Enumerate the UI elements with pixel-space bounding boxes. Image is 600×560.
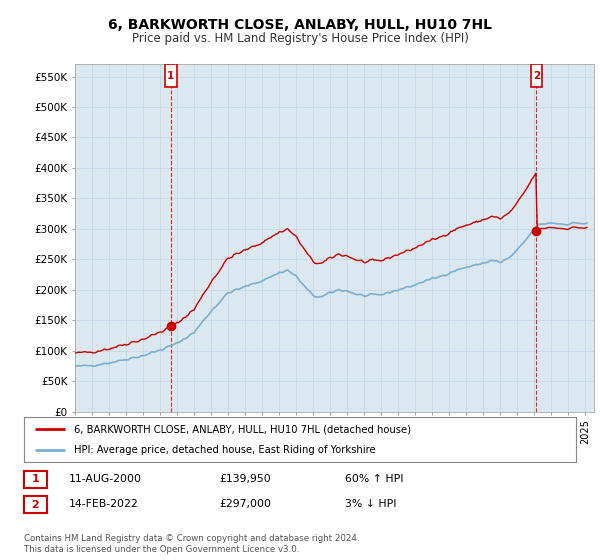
Text: HPI: Average price, detached house, East Riding of Yorkshire: HPI: Average price, detached house, East… bbox=[74, 445, 376, 455]
Text: 14-FEB-2022: 14-FEB-2022 bbox=[69, 499, 139, 509]
Text: Contains HM Land Registry data © Crown copyright and database right 2024.
This d: Contains HM Land Registry data © Crown c… bbox=[24, 534, 359, 554]
FancyBboxPatch shape bbox=[530, 64, 542, 87]
Text: 6, BARKWORTH CLOSE, ANLABY, HULL, HU10 7HL (detached house): 6, BARKWORTH CLOSE, ANLABY, HULL, HU10 7… bbox=[74, 424, 410, 435]
Text: £139,950: £139,950 bbox=[219, 474, 271, 484]
Text: 3% ↓ HPI: 3% ↓ HPI bbox=[345, 499, 397, 509]
Text: 1: 1 bbox=[167, 71, 174, 81]
Text: 60% ↑ HPI: 60% ↑ HPI bbox=[345, 474, 404, 484]
Text: Price paid vs. HM Land Registry's House Price Index (HPI): Price paid vs. HM Land Registry's House … bbox=[131, 32, 469, 45]
Text: 6, BARKWORTH CLOSE, ANLABY, HULL, HU10 7HL: 6, BARKWORTH CLOSE, ANLABY, HULL, HU10 7… bbox=[108, 18, 492, 32]
Text: £297,000: £297,000 bbox=[219, 499, 271, 509]
Text: 1: 1 bbox=[32, 474, 39, 484]
Text: 2: 2 bbox=[533, 71, 540, 81]
FancyBboxPatch shape bbox=[164, 64, 176, 87]
Text: 2: 2 bbox=[32, 500, 39, 510]
Text: 11-AUG-2000: 11-AUG-2000 bbox=[69, 474, 142, 484]
